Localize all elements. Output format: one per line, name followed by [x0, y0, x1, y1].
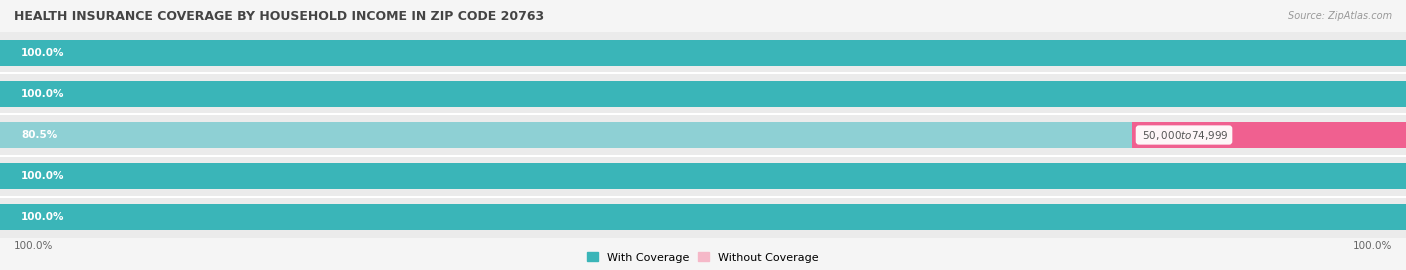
Legend: With Coverage, Without Coverage: With Coverage, Without Coverage	[582, 248, 824, 267]
Bar	[0, 156, 1406, 197]
Text: Source: ZipAtlas.com: Source: ZipAtlas.com	[1288, 11, 1392, 21]
Bar	[0, 73, 1406, 114]
Text: 80.5%: 80.5%	[21, 130, 58, 140]
Text: $50,000 to $74,999: $50,000 to $74,999	[1139, 129, 1229, 141]
Text: 100.0%: 100.0%	[21, 89, 65, 99]
Text: 100.0%: 100.0%	[21, 212, 65, 222]
Bar	[0, 122, 1132, 148]
Bar	[0, 32, 1406, 73]
Bar	[0, 81, 1406, 107]
Bar	[1132, 122, 1406, 148]
Bar	[0, 40, 1406, 66]
Bar	[0, 197, 1406, 238]
Text: 100.0%: 100.0%	[1353, 241, 1392, 251]
Bar	[0, 114, 1406, 156]
Text: HEALTH INSURANCE COVERAGE BY HOUSEHOLD INCOME IN ZIP CODE 20763: HEALTH INSURANCE COVERAGE BY HOUSEHOLD I…	[14, 10, 544, 23]
Text: 100.0%: 100.0%	[21, 171, 65, 181]
Bar	[0, 163, 1406, 189]
Bar	[0, 204, 1406, 230]
Text: 100.0%: 100.0%	[14, 241, 53, 251]
Text: 100.0%: 100.0%	[21, 48, 65, 58]
